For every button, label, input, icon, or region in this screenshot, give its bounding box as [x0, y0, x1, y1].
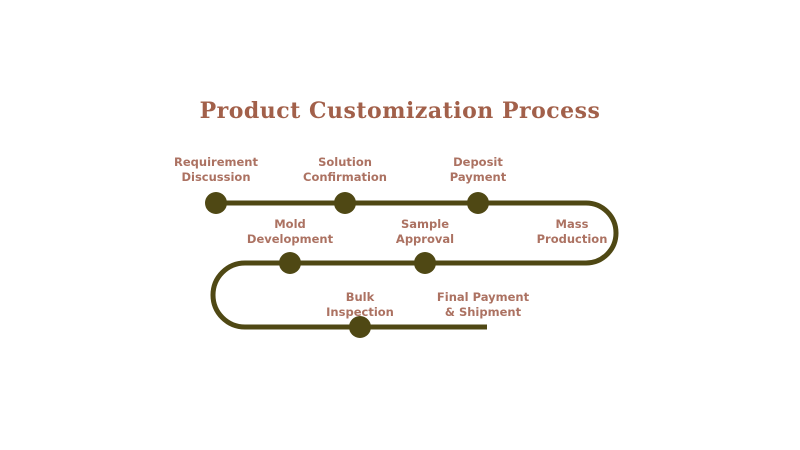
step-label-line2: Production — [536, 231, 608, 246]
step-label-line1: Mold — [274, 217, 306, 231]
step-label-deposit-payment: Deposit Payment — [450, 155, 507, 184]
step-label-line2: Inspection — [326, 304, 394, 319]
step-label-requirement-discussion: Requirement Discussion — [174, 155, 258, 184]
timeline-path — [210, 200, 619, 330]
step-node — [467, 192, 489, 214]
step-label-solution-confirmation: Solution Confirmation — [303, 155, 387, 184]
step-label-line2: Development — [246, 231, 334, 246]
step-node — [279, 252, 301, 274]
step-label-line1: Sample — [400, 217, 449, 231]
step-label-mass-production: Mass Production — [537, 217, 608, 246]
page-title: Product Customization Process — [199, 98, 601, 124]
step-label-line2: Approval — [395, 231, 455, 246]
step-label-line1: Solution — [318, 155, 372, 169]
step-label-line2: Discussion — [181, 169, 251, 184]
step-label-line1: Bulk — [345, 290, 375, 304]
step-label-line1: Requirement — [174, 155, 258, 169]
step-label-line2: Payment — [449, 169, 507, 184]
step-label-bulk-inspection: Bulk Inspection — [326, 290, 394, 319]
step-label-mold-development: Mold Development — [247, 217, 333, 246]
step-node — [349, 316, 371, 338]
step-label-line1: Final Payment — [436, 290, 530, 304]
step-label-final-payment-shipment: Final Payment & Shipment — [437, 290, 529, 319]
step-label-line1: Deposit — [453, 155, 503, 169]
step-label-line1: Mass — [555, 217, 589, 231]
step-label-line2: & Shipment — [444, 304, 522, 319]
step-node — [414, 252, 436, 274]
step-label-sample-approval: Sample Approval — [396, 217, 454, 246]
step-node — [334, 192, 356, 214]
step-label-line2: Confirmation — [303, 169, 387, 184]
step-node — [205, 192, 227, 214]
